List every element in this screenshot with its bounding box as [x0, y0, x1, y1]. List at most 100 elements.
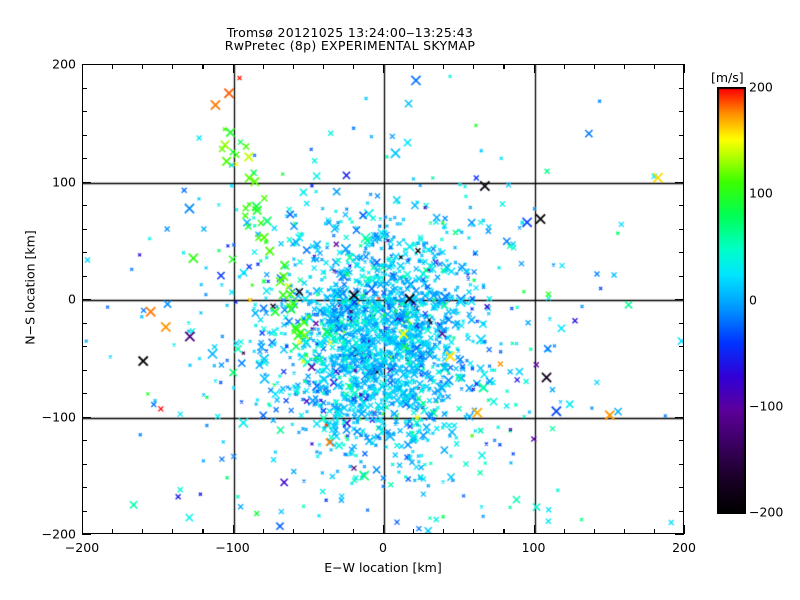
y-tick-180: [82, 87, 87, 89]
x-tick-bottom-100: [533, 525, 535, 534]
y-tick-100: [82, 181, 91, 183]
y-tick--140: [82, 463, 87, 465]
y-tick-0: [82, 299, 91, 301]
y-tick-right--160: [679, 487, 684, 489]
x-tick-label-200: 200: [672, 540, 696, 555]
y-tick-label-0: 0: [68, 291, 76, 307]
x-tick-80: [503, 64, 505, 69]
x-tick-60: [473, 64, 475, 69]
y-tick--40: [82, 346, 87, 348]
chart-title: Tromsø 20121025 13:24:00‒13:25:43 RwPret…: [0, 26, 700, 52]
y-tick-120: [82, 158, 87, 160]
y-tick-right--80: [679, 393, 684, 395]
y-tick-right--180: [679, 510, 684, 512]
x-tick-bottom--140: [172, 529, 174, 534]
x-tick-label-0: 0: [379, 540, 387, 555]
x-tick--80: [262, 64, 264, 69]
x-tick-100: [533, 64, 535, 73]
x-tick-bottom--120: [202, 529, 204, 534]
plot-area[interactable]: [82, 64, 684, 534]
x-axis-title: E−W location [km]: [324, 560, 442, 575]
colorbar-title: [m/s]: [711, 70, 744, 85]
x-tick-180: [653, 64, 656, 69]
x-tick-bottom--160: [142, 529, 144, 534]
x-tick-20: [413, 64, 415, 69]
x-tick-bottom-80: [503, 529, 505, 534]
y-tick-label-200: 200: [52, 56, 76, 72]
y-tick--180: [82, 510, 87, 512]
y-tick-40: [82, 252, 87, 254]
y-tick-right-60: [679, 228, 684, 230]
x-tick-bottom--180: [112, 529, 114, 534]
title-line-2: RwPretec (8p) EXPERIMENTAL SKYMAP: [224, 38, 476, 53]
y-tick-160: [82, 111, 87, 113]
y-tick-right--40: [679, 346, 684, 348]
y-tick--80: [82, 393, 87, 395]
x-tick-bottom--80: [262, 529, 264, 534]
x-tick--180: [112, 64, 114, 69]
x-tick-bottom-200: [684, 525, 686, 534]
y-tick-80: [82, 205, 87, 207]
x-tick-160: [623, 64, 625, 69]
y-tick-right-140: [679, 134, 684, 136]
y-tick-right-40: [679, 252, 684, 254]
y-tick-right--200: [675, 534, 684, 536]
x-tick-bottom-120: [563, 529, 565, 534]
x-tick-bottom-20: [413, 529, 415, 534]
y-tick-right-180: [679, 87, 684, 89]
x-tick--200: [82, 64, 84, 73]
x-tick-bottom-60: [473, 529, 475, 534]
colorbar-tick-200: 200: [749, 79, 773, 95]
y-tick--100: [82, 416, 91, 418]
y-tick-200: [82, 64, 91, 66]
y-tick-right--60: [679, 369, 684, 371]
x-tick-bottom--200: [82, 525, 84, 534]
x-tick-bottom-0: [383, 525, 385, 534]
y-tick-right-120: [679, 158, 684, 160]
colorbar-tick--100: −100: [749, 398, 784, 414]
y-tick-right-80: [679, 205, 684, 207]
colorbar-wrapper: [717, 87, 746, 518]
scatter-canvas[interactable]: [83, 65, 683, 533]
x-tick-bottom-140: [593, 529, 595, 534]
y-tick-right-0: [675, 299, 684, 301]
x-tick--160: [142, 64, 144, 69]
x-tick--40: [322, 64, 324, 69]
x-tick-bottom--40: [322, 529, 324, 534]
x-tick-bottom-160: [623, 529, 625, 534]
y-tick-label-100: 100: [52, 174, 76, 189]
x-tick-label-100: 100: [521, 540, 546, 555]
y-tick--60: [82, 369, 87, 371]
title-line-1: Tromsø 20121025 13:24:00‒13:25:43: [226, 25, 474, 40]
x-tick-bottom-40: [443, 529, 445, 534]
y-tick-right-100: [675, 181, 684, 183]
y-tick-right-200: [675, 64, 684, 66]
x-tick--20: [352, 64, 355, 69]
x-tick-label--100: −100: [215, 540, 250, 555]
y-tick-20: [82, 275, 87, 277]
x-tick-200: [684, 64, 686, 73]
y-tick-right--140: [679, 463, 684, 465]
y-tick-right-20: [679, 275, 684, 277]
colorbar-tick-100: 100: [749, 185, 773, 201]
x-tick--100: [232, 64, 234, 73]
x-tick--120: [202, 64, 204, 69]
y-tick-label--100: −100: [41, 409, 76, 424]
y-tick--200: [82, 534, 91, 536]
x-tick-120: [563, 64, 565, 69]
y-tick-140: [82, 134, 87, 136]
x-tick-bottom--60: [292, 529, 294, 534]
y-tick--20: [82, 322, 87, 324]
x-tick--140: [172, 64, 174, 69]
x-tick-bottom-180: [653, 529, 656, 534]
x-tick-bottom--20: [352, 529, 355, 534]
y-tick--160: [82, 487, 87, 489]
x-tick-0: [383, 64, 385, 73]
colorbar-tick--200: −200: [749, 504, 784, 520]
y-tick--120: [82, 440, 87, 442]
colorbar-gradient: [717, 87, 746, 514]
y-tick-right--100: [675, 416, 684, 418]
colorbar-tick-0: 0: [749, 292, 757, 307]
x-tick-40: [443, 64, 445, 69]
